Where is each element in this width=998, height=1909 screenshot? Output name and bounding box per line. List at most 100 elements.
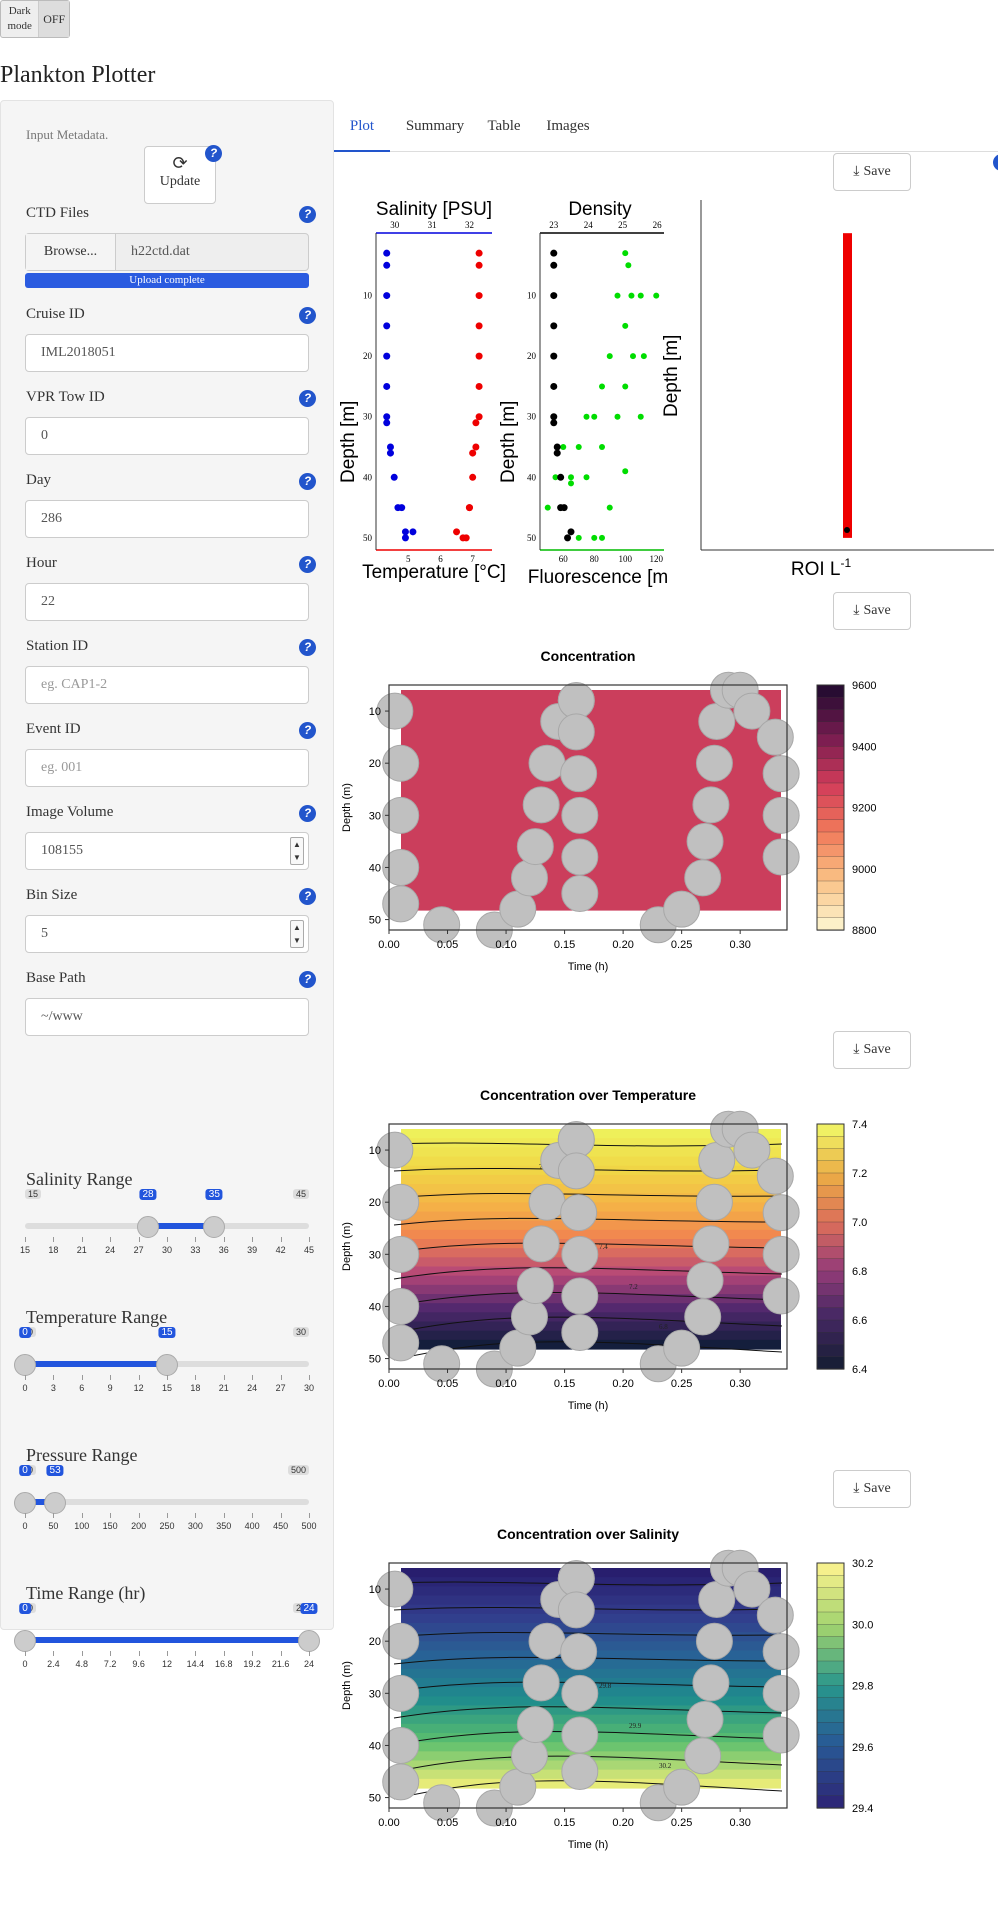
tab-table[interactable]: Table <box>487 118 521 134</box>
temperature-point <box>475 261 483 269</box>
slider-tick-label: 27 <box>275 1383 286 1393</box>
bin-input[interactable]: 5 ▲ ▼ <box>25 915 309 953</box>
help-icon[interactable]: ? <box>299 206 316 223</box>
dark-mode-label: Dark mode <box>7 5 32 32</box>
roi-axis-label: ROI L-1 <box>791 556 852 580</box>
slider-handle-hi[interactable] <box>203 1216 226 1238</box>
depth-tick-label: 40 <box>363 472 373 482</box>
tow-input[interactable]: 0 <box>25 417 309 455</box>
slider-tick-label: 21 <box>218 1383 229 1393</box>
cruise-input[interactable]: IML2018051 <box>25 334 309 372</box>
colorbar-cell <box>816 905 845 919</box>
tow-marker <box>686 822 724 860</box>
help-icon[interactable]: ? <box>299 390 316 407</box>
y-axis-label: Depth (m) <box>341 1222 353 1271</box>
slider-handle-lo[interactable] <box>14 1354 36 1376</box>
heatmap-row <box>401 836 781 847</box>
help-icon[interactable]: ? <box>299 556 316 573</box>
tow-marker <box>376 1131 414 1169</box>
colorbar-label: 6.6 <box>852 1315 867 1327</box>
plot-title: Concentration <box>541 648 636 664</box>
slider-tick <box>252 1375 254 1380</box>
help-icon[interactable]: ? <box>299 971 316 988</box>
slider-handle-hi[interactable] <box>156 1354 178 1376</box>
salinity-point <box>383 382 391 390</box>
tow-marker <box>510 1298 548 1336</box>
slider-tick <box>309 1651 310 1656</box>
tab-images[interactable]: Images <box>546 118 590 134</box>
slider-handle-hi[interactable] <box>298 1630 320 1652</box>
path-input[interactable]: ~/www <box>25 998 309 1036</box>
help-icon[interactable]: ? <box>205 145 222 162</box>
help-icon[interactable]: ? <box>299 722 316 739</box>
y-tick-label: 20 <box>369 1197 381 1209</box>
tow-marker <box>557 1560 595 1598</box>
colorbar-cell <box>816 880 845 894</box>
pressure-range-slider[interactable]: 0500053050100150200250300350400450500 <box>14 1465 317 1535</box>
slider-handle-lo[interactable] <box>14 1630 36 1652</box>
hour-input[interactable]: 22 <box>25 583 309 621</box>
help-icon[interactable]: ? <box>299 473 316 490</box>
dark-mode-toggle[interactable]: Dark mode OFF <box>0 0 70 38</box>
slider-fill <box>25 1361 167 1367</box>
slider-handle-lo[interactable] <box>14 1492 36 1514</box>
tab-plot[interactable]: Plot <box>334 108 390 152</box>
slider-tick <box>25 1651 26 1656</box>
colorbar-cell <box>816 1611 845 1625</box>
tow-marker <box>382 1763 420 1801</box>
hour-label: Hour <box>26 555 57 571</box>
heatmap-row <box>401 1193 781 1203</box>
salinity-point <box>398 504 406 512</box>
colorbar-label: 29.8 <box>852 1681 873 1693</box>
number-spinner[interactable]: ▲ ▼ <box>290 837 304 865</box>
tow-marker <box>376 1570 414 1608</box>
heatmap-row <box>401 873 781 884</box>
day-input[interactable]: 286 <box>25 500 309 538</box>
temperature-range-slider[interactable]: 030015036912151821242730 <box>14 1327 314 1397</box>
slider-tick <box>138 1237 140 1242</box>
density-tick-label: 26 <box>653 220 663 230</box>
help-icon[interactable]: ? <box>299 307 316 324</box>
volume-input[interactable]: 108155 ▲ ▼ <box>25 832 309 870</box>
colorbar-cell <box>816 1221 845 1235</box>
bin-value: 5 <box>41 926 48 941</box>
x-tick-label: 0.30 <box>729 1817 750 1829</box>
salinity-range-slider[interactable]: 15 45 28 35 15 18 21 24 27 30 33 36 39 42 45 <box>20 1189 314 1259</box>
save-button[interactable]: ⤓ Save <box>833 153 911 191</box>
station-input[interactable]: eg. CAP1-2 <box>25 666 309 704</box>
save-label: Save <box>863 1042 891 1057</box>
slider-value-hi: 35 <box>205 1189 223 1200</box>
slider-track[interactable] <box>25 1499 309 1505</box>
save-button[interactable]: ⤓ Save <box>833 1031 911 1069</box>
help-icon[interactable]: ? <box>993 154 998 171</box>
colorbar-cell <box>816 709 845 723</box>
update-button[interactable]: ⟳ Update <box>144 146 216 204</box>
save-button[interactable]: ⤓ Save <box>833 1470 911 1508</box>
file-input[interactable]: Browse... h22ctd.dat <box>25 233 309 271</box>
save-button[interactable]: ⤓ Save <box>833 592 911 630</box>
fluorescence-point <box>628 292 635 299</box>
number-spinner[interactable]: ▲ ▼ <box>290 920 304 948</box>
tow-marker <box>762 1194 800 1232</box>
plot-frame <box>388 1123 788 1370</box>
dark-mode-state[interactable]: OFF <box>38 1 69 37</box>
slider-tick <box>81 1513 83 1518</box>
tab-summary[interactable]: Summary <box>405 118 465 134</box>
help-icon[interactable]: ? <box>299 639 316 656</box>
colorbar-cell <box>816 1636 845 1650</box>
depth-axis-label: Depth [m] <box>338 401 359 483</box>
help-icon[interactable]: ? <box>299 888 316 905</box>
fluorescence-point <box>575 444 582 451</box>
depth-tick-label: 10 <box>363 291 373 301</box>
slider-tick-label: 45 <box>303 1245 315 1255</box>
colorbar-cell <box>816 1758 845 1772</box>
help-icon[interactable]: ? <box>299 805 316 822</box>
tow-marker <box>522 1664 560 1702</box>
slider-handle-lo[interactable] <box>137 1216 160 1238</box>
slider-handle-hi[interactable] <box>44 1492 67 1514</box>
browse-button[interactable]: Browse... <box>26 234 116 270</box>
x-axis-label: Time (h) <box>568 1839 609 1851</box>
y-tick-label: 30 <box>369 1688 381 1700</box>
event-input[interactable]: eg. 001 <box>25 749 309 787</box>
